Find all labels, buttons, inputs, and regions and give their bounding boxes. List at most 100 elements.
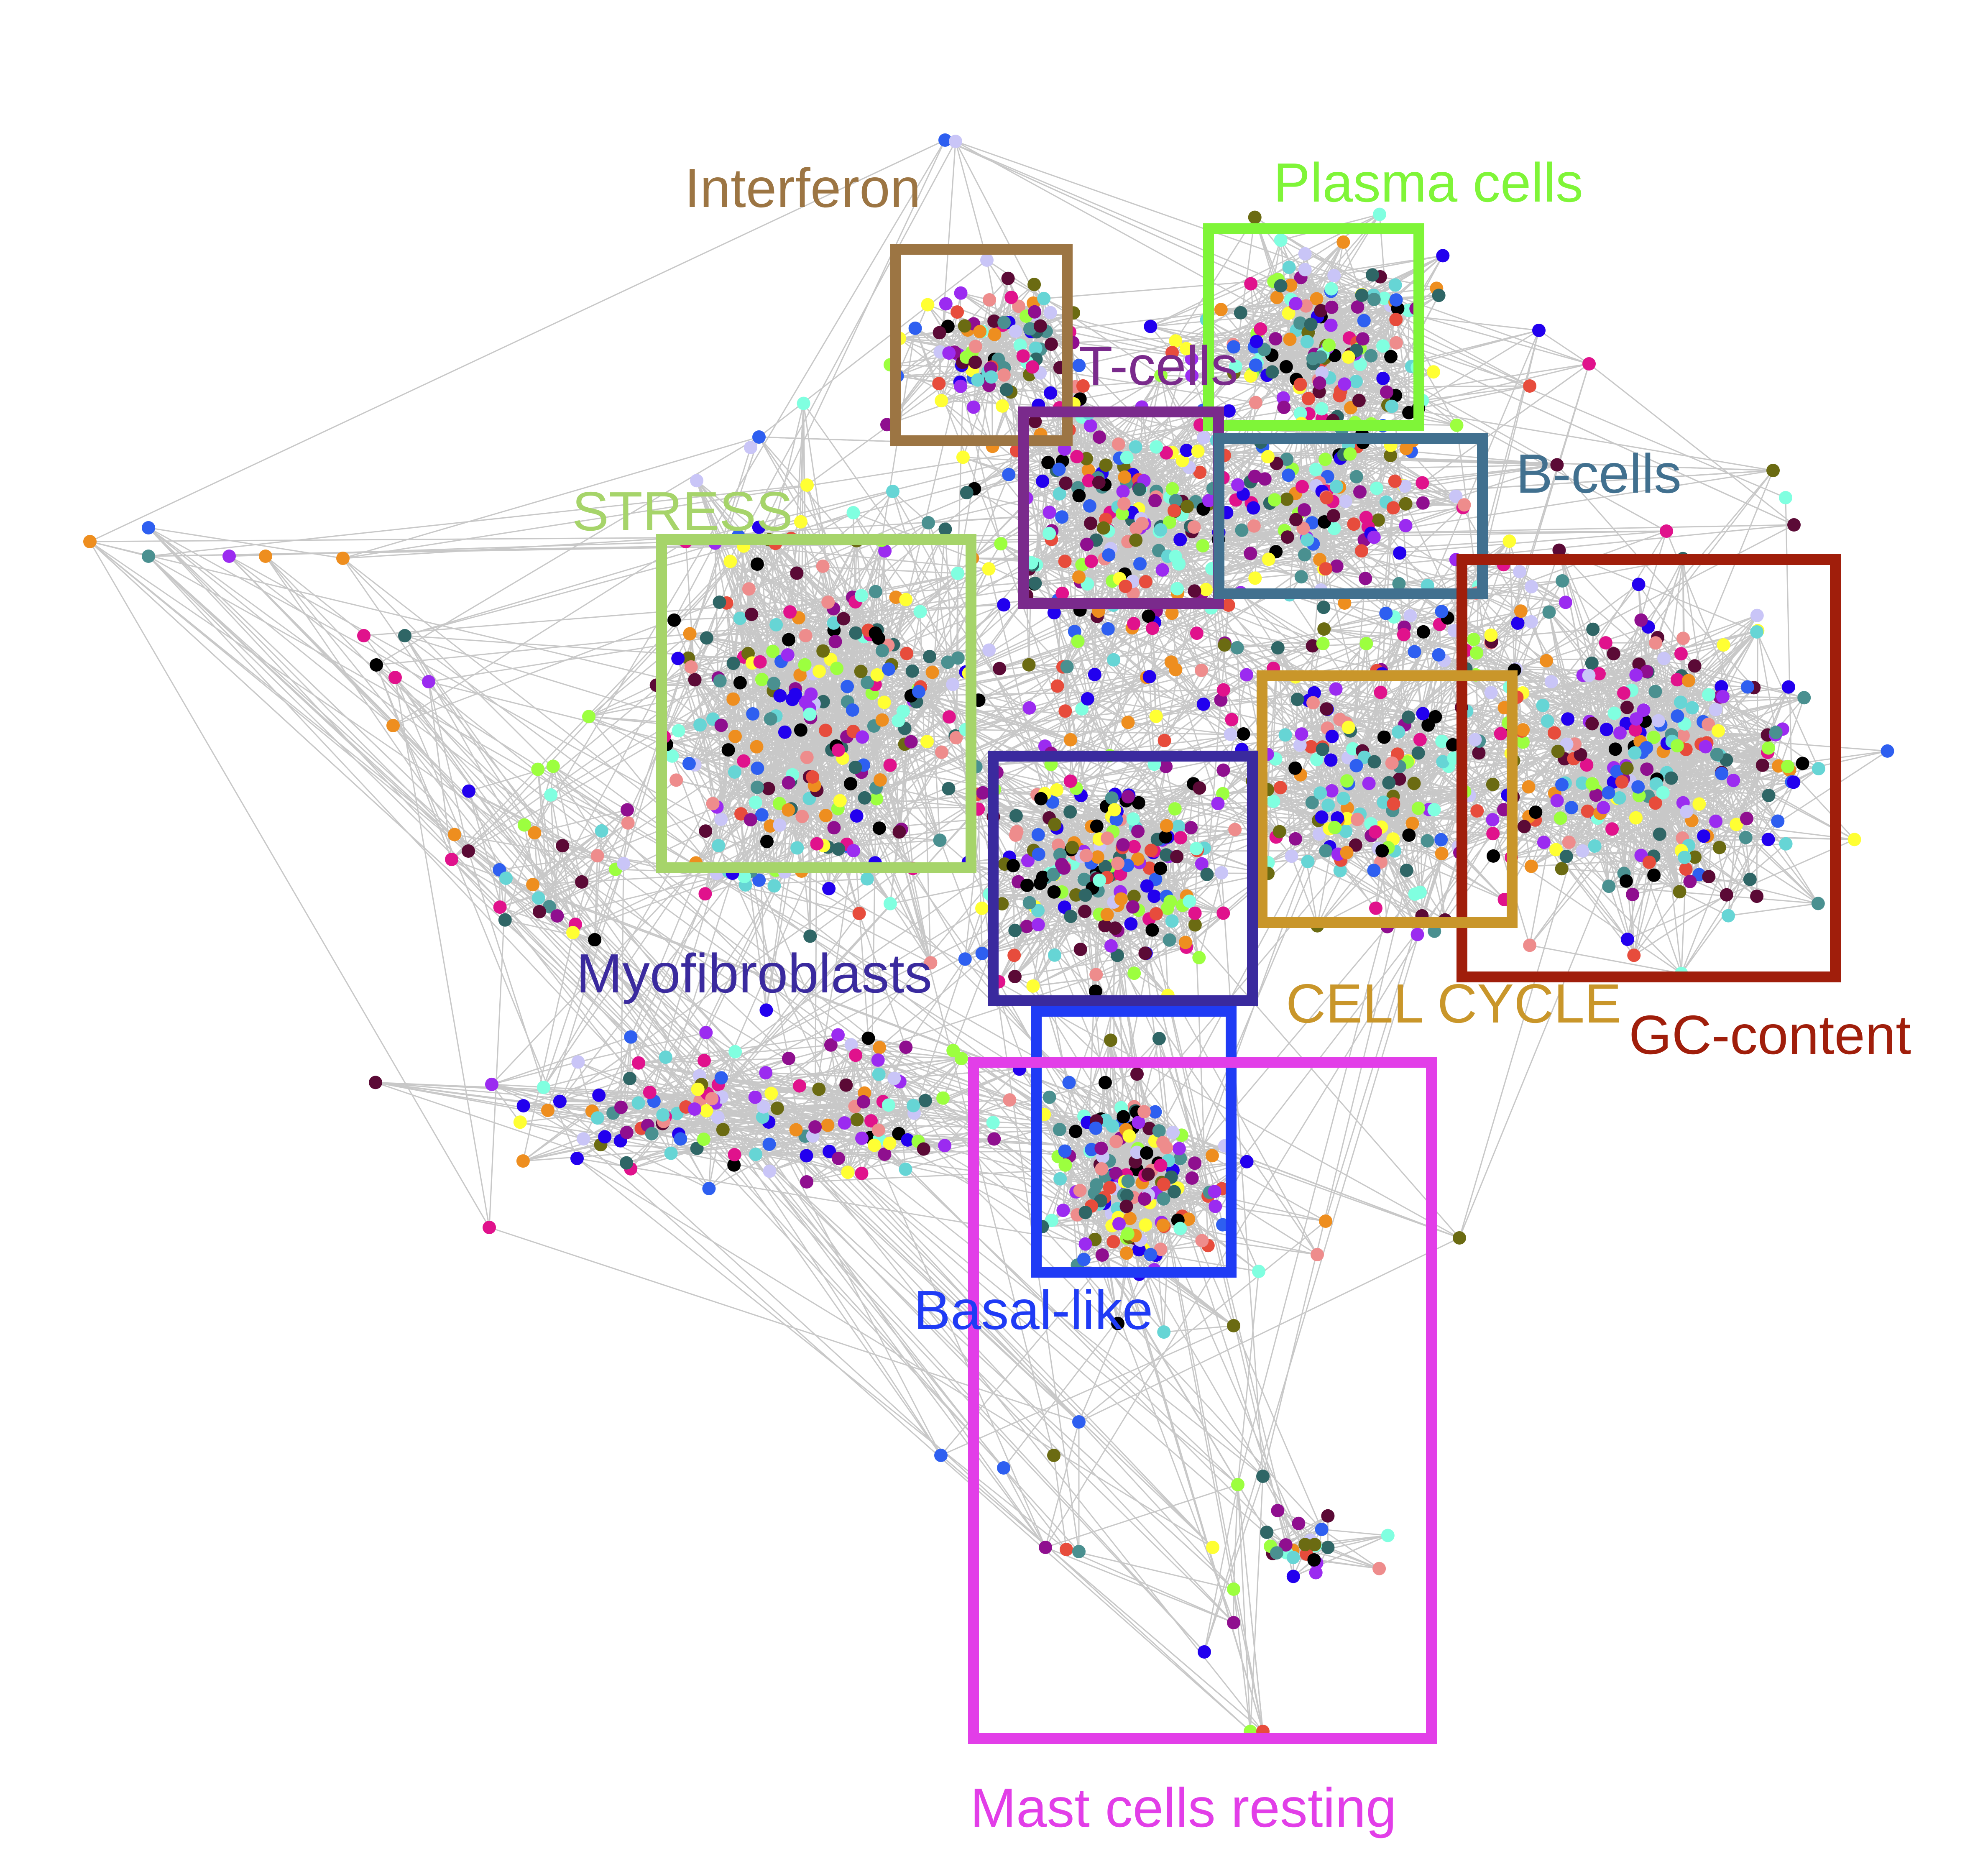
network-edge (588, 716, 718, 874)
network-edge (1317, 852, 1460, 927)
network-edge (1554, 793, 1636, 819)
network-edge (756, 573, 958, 747)
network-edge (1613, 782, 1682, 974)
network-edge (491, 1084, 521, 1123)
network-edge (1175, 217, 1255, 342)
network-edge (1548, 612, 1569, 719)
network-edge (1304, 509, 1371, 534)
network-edge (968, 644, 1225, 674)
network-edge (552, 766, 629, 823)
network-edge (559, 1061, 579, 1102)
network-edge (1703, 697, 1804, 723)
network-edge (890, 364, 974, 408)
network-edge (532, 809, 628, 885)
network-edge (1348, 727, 1384, 803)
network-edge (788, 803, 1218, 811)
network-edge (1599, 673, 1722, 688)
network-edge (491, 1061, 578, 1085)
network-edge (1627, 839, 1855, 940)
network-edge (1321, 1529, 1388, 1536)
network-edge (524, 824, 595, 940)
network-edge (577, 1061, 593, 1112)
network-edge (1659, 764, 1763, 835)
network-edge (1756, 631, 1819, 769)
network-edge (822, 566, 931, 963)
network-edge (989, 802, 1053, 895)
network-edge (1233, 279, 1279, 348)
network-edge (550, 794, 602, 832)
network-edge (1688, 680, 1776, 733)
network-edge (604, 1136, 770, 1172)
network-edge (1034, 906, 1168, 996)
network-edge (866, 551, 886, 879)
network-edge (696, 480, 815, 704)
network-edge (1638, 795, 1642, 856)
network-edge (562, 830, 602, 846)
network-edge (896, 1079, 906, 1170)
network-edge (577, 1061, 654, 1102)
network-edge (1135, 497, 1327, 541)
network-edge (1681, 879, 1751, 974)
network-edge (1032, 929, 1153, 987)
network-edge (1267, 831, 1346, 864)
network-edge (868, 1038, 1010, 1101)
network-edge (874, 744, 906, 863)
network-edge (913, 1105, 994, 1123)
network-edge (1777, 763, 1803, 822)
network-edge (977, 809, 983, 954)
network-edge (899, 338, 961, 387)
network-edge (964, 798, 1042, 959)
network-edge (1027, 925, 1186, 943)
network-edge (1291, 856, 1318, 926)
network-edge (1134, 924, 1196, 974)
network-edge (1633, 894, 1727, 956)
network-edge (1117, 873, 1268, 906)
network-edge (1699, 750, 1888, 875)
network-edge (879, 1047, 945, 1146)
network-edge (854, 665, 892, 768)
network-edge (943, 1069, 1020, 1099)
network-edge (770, 825, 940, 841)
network-edge (678, 663, 734, 731)
network-edge (1317, 848, 1379, 926)
network-edge (712, 1059, 879, 1099)
network-edge (899, 752, 943, 832)
network-edge (1386, 295, 1439, 393)
network-edge (1422, 385, 1530, 401)
network-edge (1682, 769, 1790, 839)
network-edge (728, 814, 763, 872)
network-edge (1395, 319, 1457, 426)
network-edge (1529, 944, 1682, 974)
network-edge (1010, 306, 1020, 392)
network-edge (1633, 875, 1655, 956)
network-edge (891, 665, 900, 832)
network-edge (1237, 484, 1379, 521)
network-edge (1076, 894, 1199, 959)
network-edge (1293, 1535, 1388, 1577)
network-edge (1306, 1535, 1388, 1555)
network-edge (941, 400, 1039, 406)
network-edge (751, 870, 931, 964)
network-edge (920, 611, 931, 963)
network-edge (1232, 344, 1285, 408)
network-edge (1152, 628, 1333, 737)
network-edge (664, 672, 933, 738)
network-edge (1383, 707, 1505, 803)
network-edge (1321, 1529, 1380, 1569)
network-edge (1101, 375, 1162, 473)
network-edge (1160, 455, 1391, 531)
network-edge (964, 793, 984, 959)
network-edge (1434, 766, 1449, 810)
network-edge (1165, 766, 1176, 809)
network-edge (594, 863, 624, 940)
network-edge (1149, 826, 1179, 869)
network-edge (1688, 746, 1706, 846)
network-edge (1218, 478, 1265, 533)
network-edge (1278, 647, 1382, 670)
network-edge (813, 673, 931, 963)
network-edge (944, 1069, 1020, 1146)
network-edge (375, 1081, 631, 1170)
network-edge (1722, 696, 1804, 698)
network-edge (550, 794, 629, 824)
